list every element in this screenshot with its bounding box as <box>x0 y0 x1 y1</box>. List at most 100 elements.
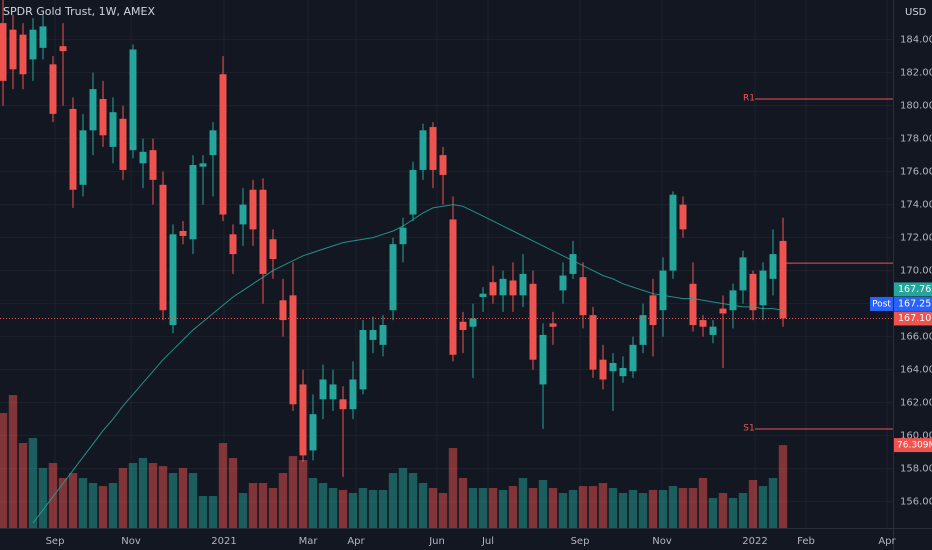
candle-body <box>369 330 377 340</box>
candle-body <box>559 275 567 291</box>
y-tick-label: 182.00 <box>900 68 932 79</box>
volume-bar <box>298 459 308 528</box>
volume-bar <box>288 456 298 528</box>
volume-bar <box>478 488 488 528</box>
price-label-box <box>894 282 932 297</box>
candle-body <box>759 270 767 306</box>
volume-bar <box>758 486 768 528</box>
x-tick-label: Feb <box>797 536 815 547</box>
axes: 156.00158.00160.00162.00164.00166.00168.… <box>46 35 932 547</box>
volume-bar <box>768 478 778 528</box>
candle-body <box>709 326 717 335</box>
volume-bar <box>508 486 518 528</box>
candle-body <box>649 295 657 326</box>
y-tick-label: 164.00 <box>900 365 932 376</box>
candle-body <box>329 384 337 400</box>
volume-bar <box>448 448 458 528</box>
volume-bar <box>688 488 698 528</box>
candle-body <box>669 194 677 271</box>
volume-bar <box>388 473 398 528</box>
volume-bar <box>578 486 588 528</box>
volume-bar <box>468 488 478 528</box>
currency: USD <box>905 7 927 18</box>
candle-body <box>639 315 647 345</box>
candle-body <box>209 130 217 156</box>
y-tick-label: 158.00 <box>900 464 932 475</box>
volume-bar <box>48 463 58 528</box>
candle-body <box>609 363 617 372</box>
candle-body <box>479 293 487 297</box>
price-label: 167.10 <box>898 313 931 324</box>
candle-body <box>229 234 237 255</box>
candle-body <box>219 74 227 215</box>
x-tick-label: Apr <box>347 536 365 547</box>
volume-bar <box>118 468 128 528</box>
candle-body <box>269 239 277 260</box>
candle-body <box>409 169 417 215</box>
volume-bar <box>678 488 688 528</box>
volume-pane <box>0 395 788 528</box>
candle-body <box>89 89 97 131</box>
candle-body <box>459 321 467 330</box>
volume-bar <box>258 483 268 528</box>
candle-body <box>189 165 197 240</box>
volume-bar <box>238 493 248 528</box>
volume-bar <box>428 488 438 528</box>
volume-bar <box>368 489 378 528</box>
volume-bar <box>328 488 338 528</box>
volume-bar <box>338 489 348 528</box>
volume-bar <box>8 395 18 528</box>
x-tick-label: Nov <box>121 536 141 547</box>
volume-bar <box>498 489 508 528</box>
volume-bar <box>718 493 728 528</box>
volume-bar <box>698 478 708 528</box>
candle-body <box>679 204 687 230</box>
y-tick-label: 176.00 <box>900 167 932 178</box>
volume-bar <box>358 488 368 528</box>
candle-body <box>299 384 307 456</box>
candle-body <box>259 189 267 274</box>
candle-body <box>739 257 747 291</box>
volume-bar <box>18 443 28 528</box>
volume-label: 76.309M <box>897 441 932 451</box>
volume-bar <box>598 483 608 528</box>
volume-bar <box>278 473 288 528</box>
candle-body <box>659 270 667 311</box>
candle-body <box>139 151 147 164</box>
y-tick-label: 156.00 <box>900 497 932 508</box>
pivot-label: R1 <box>743 94 755 104</box>
candle-body <box>199 163 207 167</box>
candle-body <box>309 414 317 451</box>
price-label: 167.25 <box>898 298 931 309</box>
volume-bar <box>488 488 498 528</box>
volume-bar <box>748 479 758 528</box>
candle-body <box>129 49 137 151</box>
candle-body <box>389 244 397 311</box>
y-tick-label: 172.00 <box>900 233 932 244</box>
x-tick-label: Apr <box>878 536 896 547</box>
y-tick-label: 178.00 <box>900 134 932 145</box>
volume-bar <box>138 458 148 528</box>
y-tick-label: 160.00 <box>900 431 932 442</box>
candle-body <box>549 323 557 327</box>
price-label-box <box>894 311 932 326</box>
volume-bar <box>68 473 78 528</box>
candle-body <box>319 379 327 400</box>
volume-bar <box>178 468 188 528</box>
volume-bar <box>518 478 528 528</box>
volume-bar <box>438 493 448 528</box>
session-tag-box <box>870 296 893 311</box>
candle-body <box>529 283 537 360</box>
volume-bar <box>528 488 538 528</box>
x-tick-label: Mar <box>299 536 319 547</box>
candle-body <box>569 254 577 274</box>
volume-bar <box>218 443 228 528</box>
price-label-box <box>894 296 932 311</box>
candle-body <box>39 26 47 48</box>
volume-bar <box>108 483 118 528</box>
volume-bar <box>648 489 658 528</box>
volume-bar <box>28 438 38 528</box>
candle-body <box>49 64 57 114</box>
candle-body <box>419 130 427 170</box>
